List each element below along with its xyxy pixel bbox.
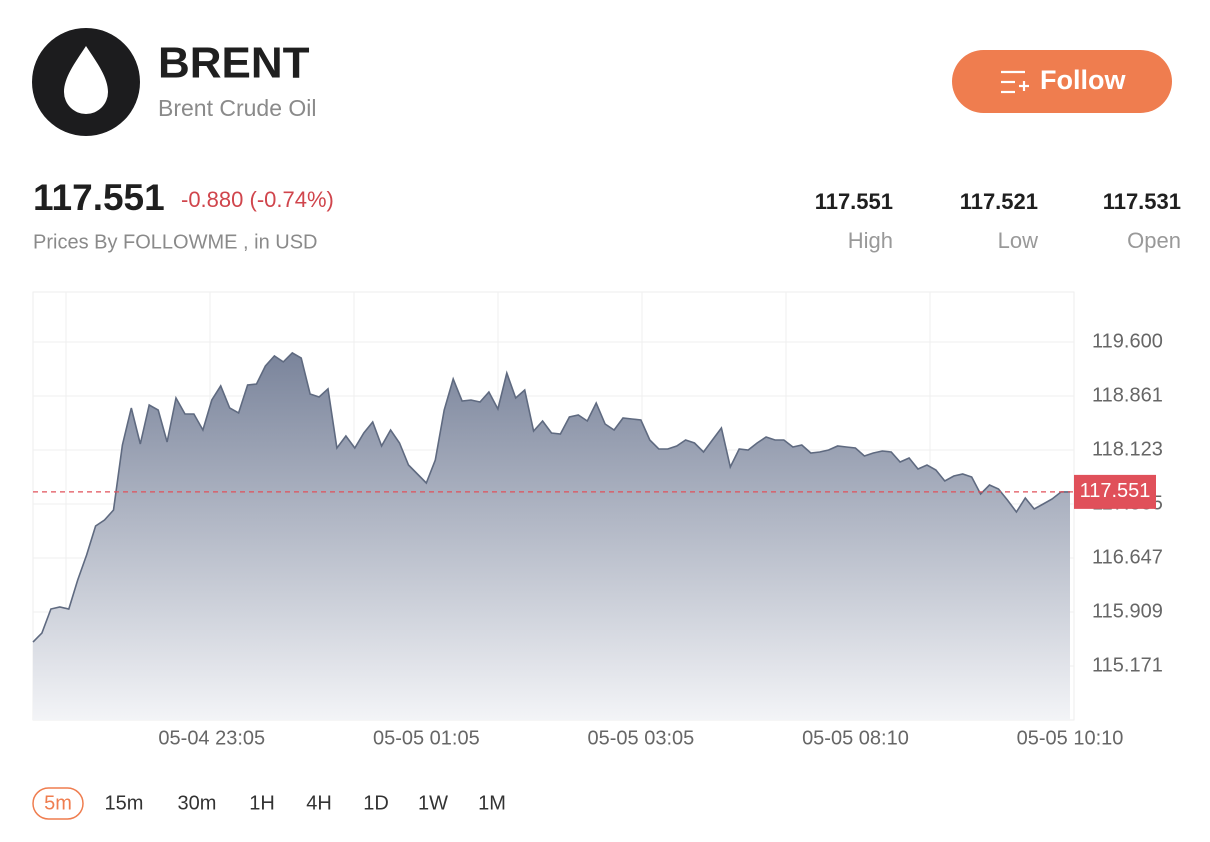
x-tick-label: 05-05 10:10	[1017, 727, 1124, 749]
stat-label: Open	[1127, 228, 1181, 253]
timeframes: 5m 15m 30m 1H 4H 1D 1W 1M	[32, 787, 506, 820]
area-fill	[33, 352, 1070, 720]
stat-label: Low	[998, 228, 1038, 253]
chart: 115.171115.909116.647117.385118.123118.8…	[32, 330, 1163, 749]
timeframe[interactable]: 1W	[418, 792, 448, 814]
y-tick-label: 118.861	[1092, 384, 1163, 406]
title: BRENT	[158, 39, 310, 88]
price-change: -0.880 (-0.74%)	[181, 187, 334, 212]
timeframe[interactable]: 1D	[363, 792, 389, 814]
y-tick-label: 118.123	[1092, 438, 1163, 460]
timeframe[interactable]: 30m	[178, 792, 217, 814]
current-price-tag	[1074, 474, 1156, 509]
x-tick-label: 05-05 03:05	[588, 727, 695, 749]
x-tick-label: 05-05 08:10	[802, 727, 909, 749]
follow-label[interactable]: Follow	[1040, 65, 1126, 95]
stats: 117.551 High 117.521 Low 117.531 Open	[815, 189, 1181, 253]
price-source: Prices By FOLLOWME , in USD	[33, 231, 318, 253]
y-tick-label: 116.647	[1092, 546, 1163, 568]
subtitle: Brent Crude Oil	[158, 95, 317, 121]
timeframe[interactable]: 4H	[306, 792, 332, 814]
stat-value: 117.531	[1103, 189, 1181, 214]
current-price-label: 117.551	[1080, 480, 1151, 502]
logo	[32, 28, 140, 136]
x-tick-label: 05-04 23:05	[158, 727, 265, 749]
stat-value: 117.551	[815, 189, 893, 214]
y-tick-label: 119.600	[1092, 330, 1163, 352]
timeframe[interactable]: 15m	[105, 792, 144, 814]
follow-icon	[1001, 70, 1029, 94]
timeframe[interactable]: 1H	[249, 792, 275, 814]
timeframe[interactable]: 5m	[44, 792, 72, 814]
follow-button[interactable]: Follow	[952, 50, 1172, 113]
y-tick-label: 115.171	[1092, 654, 1163, 676]
y-tick-label: 115.909	[1092, 600, 1163, 622]
timeframe-active	[32, 787, 84, 820]
price: 117.551	[33, 177, 165, 218]
price-line	[32, 351, 1070, 643]
x-tick-label: 05-05 01:05	[373, 727, 480, 749]
stat-value: 117.521	[960, 189, 1038, 214]
stat-label: High	[848, 228, 893, 253]
timeframe[interactable]: 1M	[478, 792, 506, 814]
